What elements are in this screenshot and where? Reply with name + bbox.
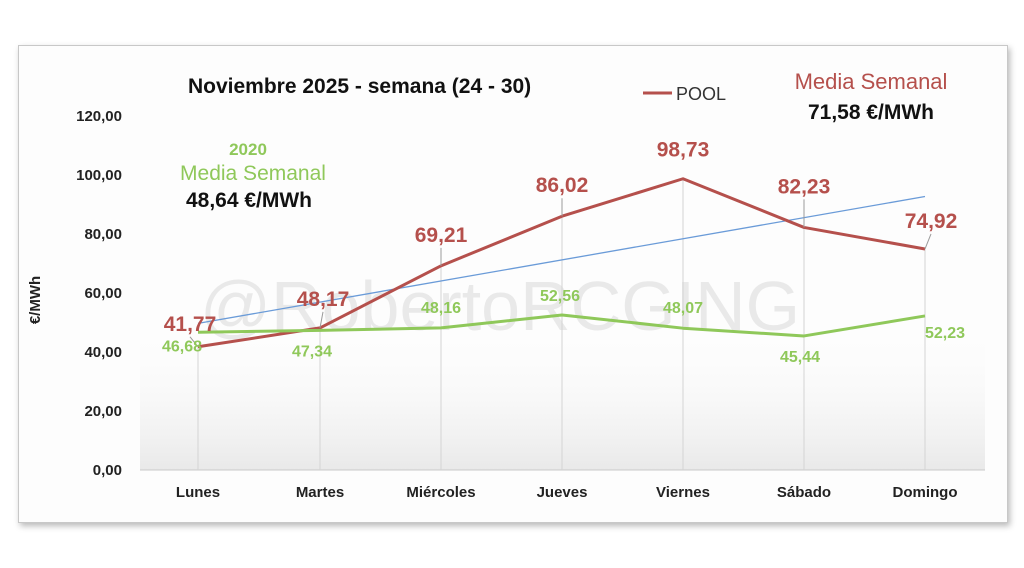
historical-data-label: 47,34 bbox=[292, 343, 332, 360]
y-axis-ticks: 0,00 20,00 40,00 60,00 80,00 100,00 120,00 bbox=[76, 108, 122, 479]
pool-average-title: Media Semanal bbox=[795, 69, 948, 94]
historical-data-label: 48,07 bbox=[663, 300, 703, 317]
x-category-label: Domingo bbox=[893, 484, 958, 501]
pool-label-leader bbox=[319, 311, 324, 328]
legend: POOL bbox=[643, 84, 726, 104]
historical-series-line bbox=[197, 313, 926, 338]
pool-label-leader bbox=[924, 233, 932, 250]
y-axis-label: €/MWh bbox=[27, 276, 44, 324]
hist-average-title: Media Semanal bbox=[180, 162, 326, 185]
hist-average-value: 48,64 €/MWh bbox=[186, 189, 312, 212]
y-tick-label: 120,00 bbox=[76, 108, 122, 125]
pool-data-label: 74,92 bbox=[905, 210, 958, 233]
y-tick-label: 80,00 bbox=[84, 226, 122, 243]
y-tick-label: 40,00 bbox=[84, 344, 122, 361]
x-category-label: Miércoles bbox=[406, 484, 475, 501]
y-tick-label: 20,00 bbox=[84, 403, 122, 420]
hist-average-year: 2020 bbox=[229, 140, 267, 159]
x-category-label: Viernes bbox=[656, 484, 710, 501]
y-tick-label: 0,00 bbox=[93, 462, 122, 479]
x-axis-categories: Lunes Martes Miércoles Jueves Viernes Sábado D… bbox=[176, 484, 958, 501]
pool-data-label: 98,73 bbox=[657, 139, 710, 162]
x-category-label: Sábado bbox=[777, 484, 831, 501]
pool-data-label: 82,23 bbox=[778, 175, 831, 198]
pool-average-box: Media Semanal 71,58 €/MWh bbox=[795, 69, 948, 124]
legend-pool-label: POOL bbox=[676, 84, 726, 104]
chart-title: Noviembre 2025 - semana (24 - 30) bbox=[188, 75, 531, 98]
pool-data-label: 69,21 bbox=[415, 224, 468, 247]
historical-data-label: 52,56 bbox=[540, 288, 580, 305]
historical-data-label: 48,16 bbox=[421, 300, 461, 317]
data-labels: 41,77 48,17 69,21 86,02 98,73 82,23 74,92 46,68… bbox=[162, 139, 965, 366]
category-drop-lines bbox=[197, 178, 926, 470]
y-tick-label: 60,00 bbox=[84, 285, 122, 302]
historical-data-label: 45,44 bbox=[780, 349, 820, 366]
pool-data-label: 86,02 bbox=[536, 174, 589, 197]
x-category-label: Lunes bbox=[176, 484, 220, 501]
pool-label-leader bbox=[189, 336, 199, 348]
pool-average-value: 71,58 €/MWh bbox=[808, 101, 934, 124]
x-category-label: Martes bbox=[296, 484, 344, 501]
pool-data-label: 48,17 bbox=[297, 288, 350, 311]
pool-data-label: 41,77 bbox=[164, 313, 217, 336]
historical-data-label: 52,23 bbox=[925, 325, 965, 342]
hist-average-box: 2020 Media Semanal 48,64 €/MWh bbox=[180, 140, 326, 212]
x-category-label: Jueves bbox=[537, 484, 588, 501]
historical-data-label: 46,68 bbox=[162, 338, 202, 355]
y-tick-label: 100,00 bbox=[76, 167, 122, 184]
